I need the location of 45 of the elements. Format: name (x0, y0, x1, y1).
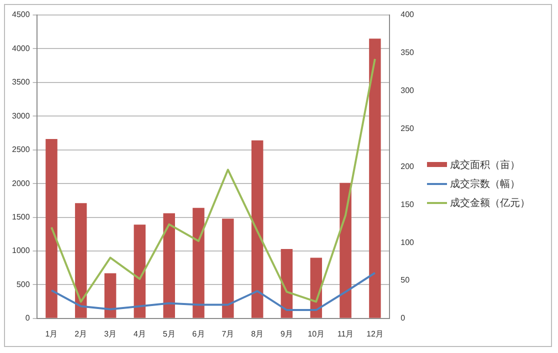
x-tick-label: 9月 (280, 329, 293, 338)
bar (280, 248, 293, 318)
legend-label: 成交金额（亿元） (450, 196, 530, 210)
y2-tick-label: 150 (400, 200, 415, 209)
y2-tick-label: 50 (400, 276, 410, 285)
bar (222, 218, 234, 318)
x-tick-label: 1月 (45, 329, 58, 338)
y2-tick-label: 100 (400, 238, 415, 247)
x-tick-label: 2月 (74, 329, 88, 338)
legend-label: 成交宗数（幅） (450, 178, 520, 190)
bar (46, 139, 58, 318)
bar (192, 208, 204, 318)
x-tick-label: 4月 (133, 329, 146, 338)
y-tick-label: 2000 (12, 178, 30, 188)
x-tick-label: 7月 (222, 329, 234, 338)
y-tick-label: 4000 (12, 44, 30, 53)
y-tick-label: 1000 (12, 246, 30, 256)
y-tick-label: 0 (25, 314, 30, 323)
x-tick-label: 11月 (337, 329, 354, 338)
y2-tick-label: 350 (400, 48, 415, 58)
x-tick-label: 3月 (104, 329, 117, 338)
y2-tick-label: 250 (400, 124, 415, 133)
bar (251, 140, 264, 318)
bar (104, 273, 116, 318)
bar (369, 38, 381, 318)
x-tick-label: 10月 (308, 329, 325, 338)
bar (134, 224, 146, 318)
y-tick-label: 1500 (12, 212, 30, 222)
x-tick-label: 5月 (162, 329, 176, 338)
y2-tick-label: 200 (400, 162, 415, 171)
y-tick-label: 4500 (12, 10, 30, 20)
legend-label: 成交面积（亩） (450, 158, 520, 172)
y-tick-label: 2500 (12, 145, 30, 154)
y2-tick-label: 0 (400, 314, 406, 323)
y-tick-label: 500 (16, 280, 30, 289)
x-tick-label: 8月 (251, 329, 264, 338)
y2-tick-label: 400 (400, 10, 415, 20)
bar (163, 213, 175, 318)
bar (75, 203, 87, 318)
x-tick-label: 12月 (366, 329, 384, 338)
x-tick-label: 6月 (192, 329, 205, 338)
bar (340, 182, 352, 318)
y-tick-label: 3500 (12, 78, 30, 87)
y2-tick-label: 300 (400, 86, 415, 96)
y-tick-label: 3000 (12, 111, 30, 120)
